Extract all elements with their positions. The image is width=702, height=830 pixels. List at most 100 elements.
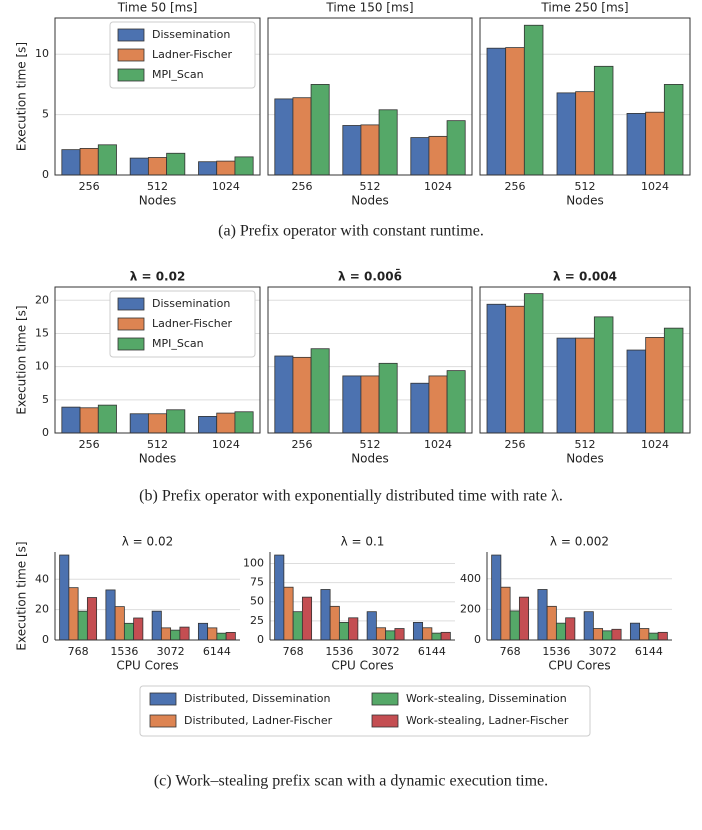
legend-label: Dissemination (152, 28, 230, 41)
bar (133, 617, 144, 641)
bar (234, 411, 254, 434)
legend-swatch (117, 28, 145, 42)
legend-box (139, 685, 591, 737)
bar (338, 622, 350, 641)
panel-title: Time 50 [ms] (117, 1, 198, 15)
bar (216, 160, 236, 176)
x-tick-label: 3072 (589, 645, 617, 658)
x-tick-label: 6144 (635, 645, 663, 658)
y-tick-label: 10 (35, 47, 49, 60)
bar (274, 98, 294, 176)
legend-label: MPI_Scan (152, 68, 204, 81)
bar (446, 120, 466, 176)
bar (147, 413, 168, 434)
bar (348, 617, 359, 641)
bar (446, 370, 466, 434)
y-tick-label: 0 (474, 633, 481, 646)
x-tick-label: 1024 (424, 180, 452, 193)
panel-title: λ = 0.002 (550, 535, 609, 549)
bar (486, 47, 507, 176)
bar (645, 337, 665, 434)
legend-swatch (117, 337, 145, 351)
x-tick-label: 1024 (641, 180, 669, 193)
bar (565, 617, 576, 641)
x-tick-label: 6144 (203, 645, 231, 658)
bar (537, 589, 548, 641)
bar (440, 631, 451, 641)
bar (378, 109, 398, 176)
caption: (c) Work–stealing prefix scan with a dyn… (154, 773, 548, 790)
bar (410, 382, 430, 434)
x-axis-label: CPU Cores (331, 659, 393, 673)
x-tick-label: 768 (500, 645, 521, 658)
bar (657, 631, 668, 641)
legend-swatch (149, 692, 177, 706)
bar (422, 627, 433, 641)
y-tick-label: 20 (35, 293, 49, 306)
legend-box (109, 290, 256, 358)
bar (486, 303, 507, 434)
x-axis-label: Nodes (566, 452, 604, 466)
bar (160, 627, 172, 641)
bar (575, 91, 595, 176)
bar (114, 606, 125, 641)
x-axis-label: Nodes (139, 452, 177, 466)
bar (68, 587, 79, 641)
bar (179, 626, 190, 641)
y-tick-label: 25 (250, 614, 264, 627)
bar (428, 135, 448, 176)
bar (360, 124, 380, 176)
bar (509, 610, 520, 641)
plot-frame (479, 17, 691, 176)
y-tick-label: 100 (243, 556, 264, 569)
legend-swatch (371, 714, 399, 728)
bar (556, 337, 577, 434)
panel-title: λ = 0.02 (130, 270, 186, 284)
x-tick-label: 768 (68, 645, 89, 658)
bar (207, 627, 218, 641)
bar (523, 24, 544, 176)
bar (129, 413, 149, 434)
x-tick-label: 512 (575, 180, 596, 193)
plot-frame (54, 17, 261, 176)
legend-label: Work-stealing, Dissemination (406, 692, 567, 705)
bar (375, 627, 387, 641)
caption: (a) Prefix operator with constant runtim… (218, 223, 484, 240)
y-tick-label: 400 (460, 572, 481, 585)
y-axis-label: Execution time [s] (15, 42, 29, 151)
bar (123, 622, 135, 641)
bar (431, 632, 442, 641)
y-tick-label: 0 (42, 168, 49, 181)
bar (575, 337, 595, 434)
x-tick-label: 1024 (212, 180, 240, 193)
bar (170, 629, 181, 641)
x-tick-label: 3072 (157, 645, 185, 658)
bar (629, 622, 641, 641)
bar (86, 597, 98, 641)
legend-label: MPI_Scan (152, 337, 204, 350)
bar (546, 605, 557, 641)
x-tick-label: 6144 (418, 645, 446, 658)
y-axis-label: Execution time [s] (15, 305, 29, 414)
y-tick-label: 10 (35, 360, 49, 373)
legend-swatch (117, 48, 145, 62)
bar (491, 554, 502, 641)
x-tick-label: 256 (79, 180, 100, 193)
bar (645, 111, 665, 176)
bar (611, 628, 622, 641)
panel-title: λ = 0.006̄ (338, 268, 402, 283)
bar (292, 611, 303, 641)
bar (147, 157, 168, 176)
x-axis-label: Nodes (351, 452, 389, 466)
y-tick-label: 75 (250, 576, 264, 589)
bar (292, 356, 312, 434)
x-axis-label: CPU Cores (548, 659, 610, 673)
legend-label: Ladner-Fischer (152, 48, 232, 61)
bar (360, 375, 380, 434)
x-tick-label: 512 (147, 180, 168, 193)
bar (198, 161, 218, 176)
panel-title: λ = 0.1 (341, 535, 385, 549)
bar (105, 589, 116, 641)
x-tick-label: 1536 (542, 645, 570, 658)
